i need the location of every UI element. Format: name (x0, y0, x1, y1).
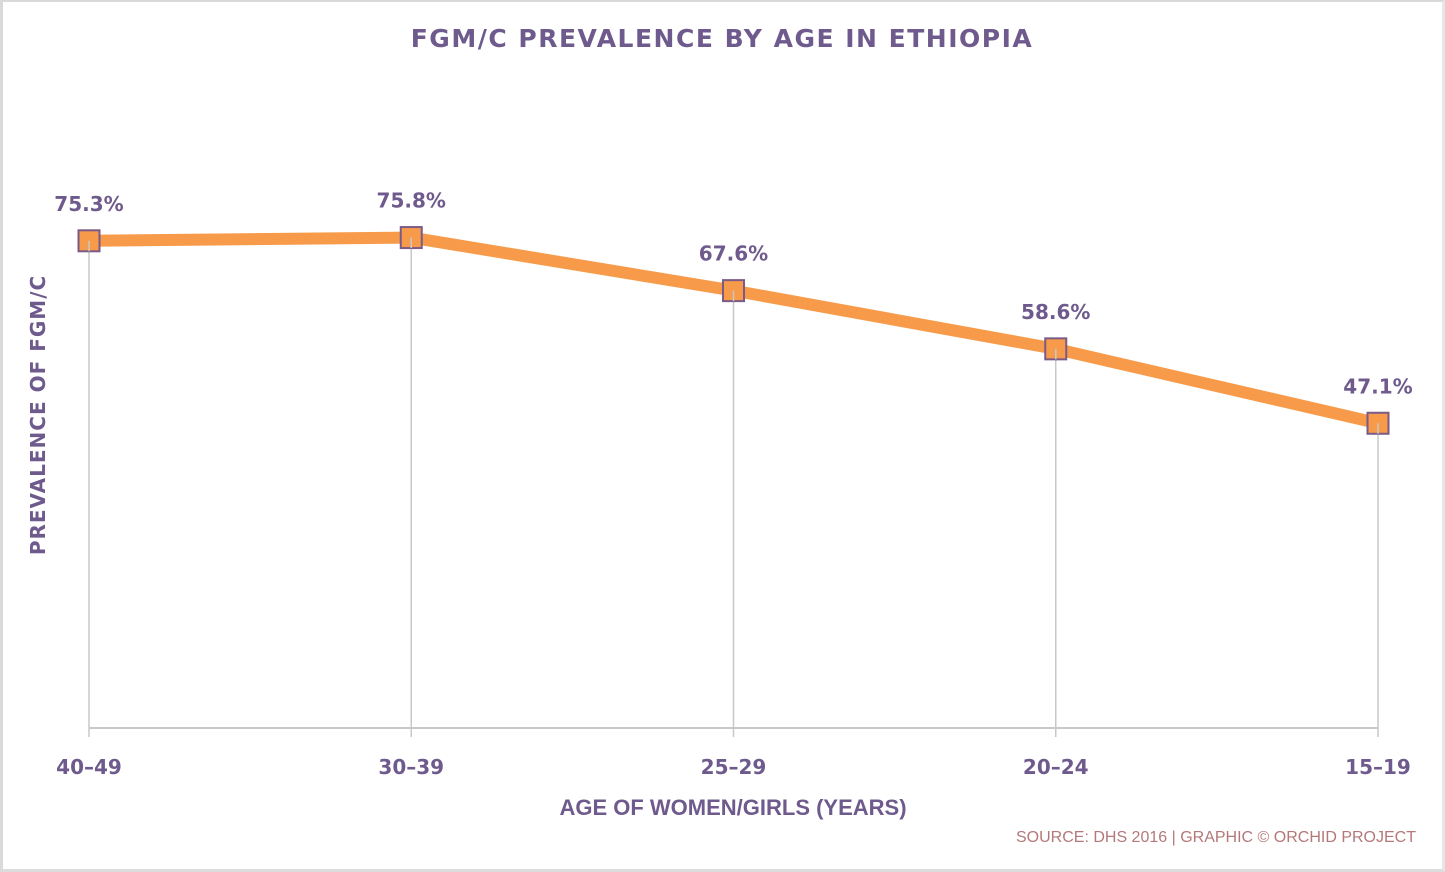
data-label: 67.6% (699, 242, 768, 266)
y-axis-label: PREVALENCE OF FGM/C (26, 275, 50, 555)
data-label: 75.3% (54, 192, 123, 216)
x-axis (88, 727, 1379, 737)
x-tick-labels: 40–49 30–39 25–29 20–24 15–19 (56, 755, 1411, 779)
data-label: 47.1% (1343, 374, 1412, 398)
data-labels: 75.3% 75.8% 67.6% 58.6% 47.1% (54, 189, 1412, 399)
x-tick-label: 20–24 (1023, 755, 1089, 779)
drop-lines (88, 237, 1379, 728)
series-markers (77, 226, 1390, 435)
data-label: 58.6% (1021, 300, 1090, 324)
x-tick-label: 15–19 (1345, 755, 1411, 779)
series-line-segment (1049, 342, 1384, 430)
x-axis-label: AGE OF WOMEN/GIRLS (YEARS) (559, 795, 906, 820)
x-tick-label: 40–49 (56, 755, 122, 779)
chart-title: FGM/C PREVALENCE BY AGE IN ETHIOPIA (411, 24, 1034, 53)
series-line-segment (727, 284, 1062, 355)
data-label: 75.8% (377, 189, 446, 213)
series-line-segment (405, 231, 740, 297)
x-tick-label: 25–29 (701, 755, 767, 779)
x-tick-label: 30–39 (378, 755, 444, 779)
series-line (83, 231, 1384, 430)
series-line-segment (83, 231, 418, 247)
source-credit: SOURCE: DHS 2016 | GRAPHIC © ORCHID PROJ… (1016, 829, 1416, 846)
